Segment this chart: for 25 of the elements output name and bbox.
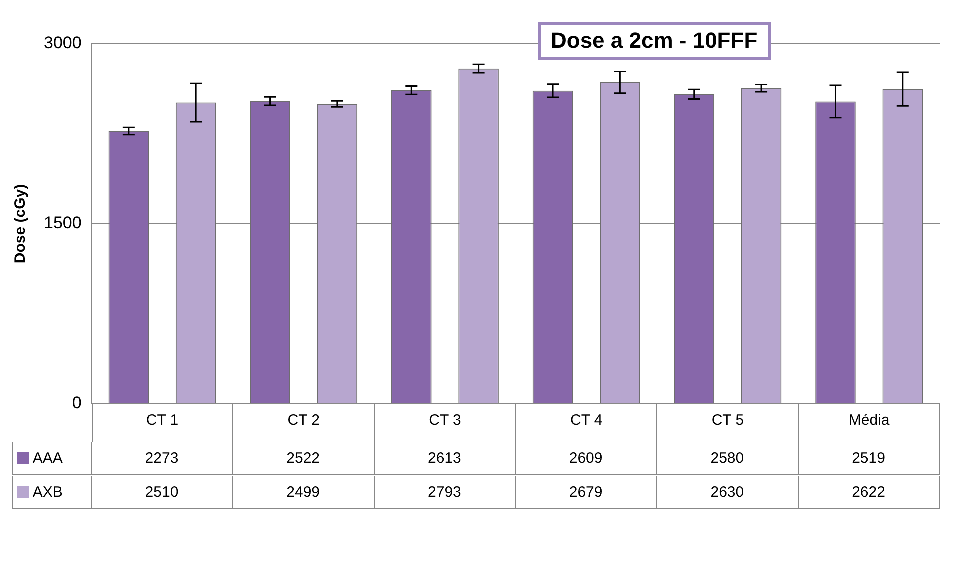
x-tick-label: CT 4 (570, 412, 603, 430)
y-tick-label: 3000 (44, 34, 82, 53)
legend-label: AXB (32, 484, 63, 500)
x-tick-label: CT 5 (712, 412, 744, 430)
x-tick-label: CT 2 (288, 412, 320, 430)
y-tick-label: 0 (72, 394, 82, 413)
y-tick-label: 1500 (44, 214, 82, 233)
chart-title: Dose a 2cm - 10FFF (538, 22, 771, 60)
data-label: 2622 (798, 476, 940, 509)
data-label: 2510 (92, 476, 234, 509)
x-tick-label: CT 1 (146, 412, 179, 430)
y-axis-title: Dose (cGy) (12, 184, 30, 264)
data-label: 2613 (374, 442, 516, 475)
data-label: 2499 (233, 476, 375, 509)
data-label: 2630 (657, 476, 799, 509)
data-label: 2679 (516, 476, 658, 509)
data-label: 2519 (798, 442, 940, 475)
x-tick-label: Média (848, 412, 890, 430)
x-tick-label: CT 3 (429, 412, 462, 430)
data-label: 2580 (657, 442, 799, 475)
data-label: 2522 (233, 442, 375, 475)
data-label: 2273 (92, 442, 234, 475)
legend-label: AAA (32, 450, 63, 466)
data-label: 2793 (374, 476, 516, 509)
data-label: 2609 (516, 442, 658, 475)
